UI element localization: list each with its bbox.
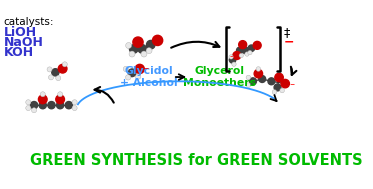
Circle shape xyxy=(281,79,289,88)
Circle shape xyxy=(57,101,64,109)
Circle shape xyxy=(268,78,275,85)
Circle shape xyxy=(31,101,38,109)
Circle shape xyxy=(141,51,147,57)
Text: NaOH: NaOH xyxy=(3,36,43,49)
Text: catalysts:: catalysts: xyxy=(3,17,54,27)
Text: GREEN SYNTHESIS for GREEN SOLVENTS: GREEN SYNTHESIS for GREEN SOLVENTS xyxy=(29,153,362,168)
Circle shape xyxy=(236,47,243,54)
Circle shape xyxy=(254,69,263,78)
Circle shape xyxy=(248,45,255,52)
Circle shape xyxy=(248,50,252,55)
Text: LiOH: LiOH xyxy=(3,26,37,39)
Circle shape xyxy=(47,67,52,72)
Circle shape xyxy=(57,92,63,97)
Text: −: − xyxy=(230,54,234,59)
Circle shape xyxy=(146,48,152,54)
Circle shape xyxy=(147,40,155,49)
Circle shape xyxy=(26,105,31,111)
Circle shape xyxy=(259,76,266,82)
Circle shape xyxy=(138,45,147,53)
Circle shape xyxy=(135,64,144,74)
Circle shape xyxy=(72,105,77,111)
Circle shape xyxy=(246,75,251,80)
Text: Glycidol
+ Alcohol: Glycidol + Alcohol xyxy=(120,66,178,88)
Circle shape xyxy=(232,62,236,66)
Circle shape xyxy=(135,74,141,79)
Circle shape xyxy=(62,62,67,67)
Circle shape xyxy=(26,100,31,105)
Circle shape xyxy=(38,95,47,104)
Circle shape xyxy=(229,55,233,59)
Circle shape xyxy=(72,100,77,105)
Circle shape xyxy=(52,69,59,76)
Circle shape xyxy=(233,52,241,60)
Text: ‡: ‡ xyxy=(283,26,290,39)
Text: −: − xyxy=(144,65,149,70)
Text: −: − xyxy=(289,81,294,86)
Circle shape xyxy=(123,66,129,72)
Circle shape xyxy=(40,92,45,97)
Circle shape xyxy=(153,35,163,46)
Circle shape xyxy=(242,47,249,54)
Circle shape xyxy=(129,51,135,57)
Circle shape xyxy=(58,64,67,73)
Text: Glycerol
Monoethers: Glycerol Monoethers xyxy=(183,66,256,88)
Circle shape xyxy=(275,73,283,82)
Circle shape xyxy=(126,43,132,49)
Text: −: − xyxy=(283,35,294,48)
Circle shape xyxy=(128,69,136,77)
Circle shape xyxy=(126,75,131,80)
Circle shape xyxy=(253,41,261,49)
Circle shape xyxy=(129,45,138,53)
Circle shape xyxy=(65,101,72,109)
Circle shape xyxy=(280,88,285,93)
Circle shape xyxy=(239,41,247,49)
Circle shape xyxy=(246,83,251,88)
Circle shape xyxy=(32,108,37,113)
Circle shape xyxy=(229,57,236,63)
Circle shape xyxy=(272,90,277,94)
Circle shape xyxy=(56,95,65,104)
Circle shape xyxy=(133,37,143,47)
Circle shape xyxy=(48,75,54,80)
Circle shape xyxy=(256,67,261,71)
Text: KOH: KOH xyxy=(3,46,34,59)
Circle shape xyxy=(274,84,281,91)
Circle shape xyxy=(245,52,249,56)
Circle shape xyxy=(39,101,46,109)
Circle shape xyxy=(56,76,61,81)
Circle shape xyxy=(48,101,55,109)
Circle shape xyxy=(250,78,257,85)
Circle shape xyxy=(239,53,244,58)
